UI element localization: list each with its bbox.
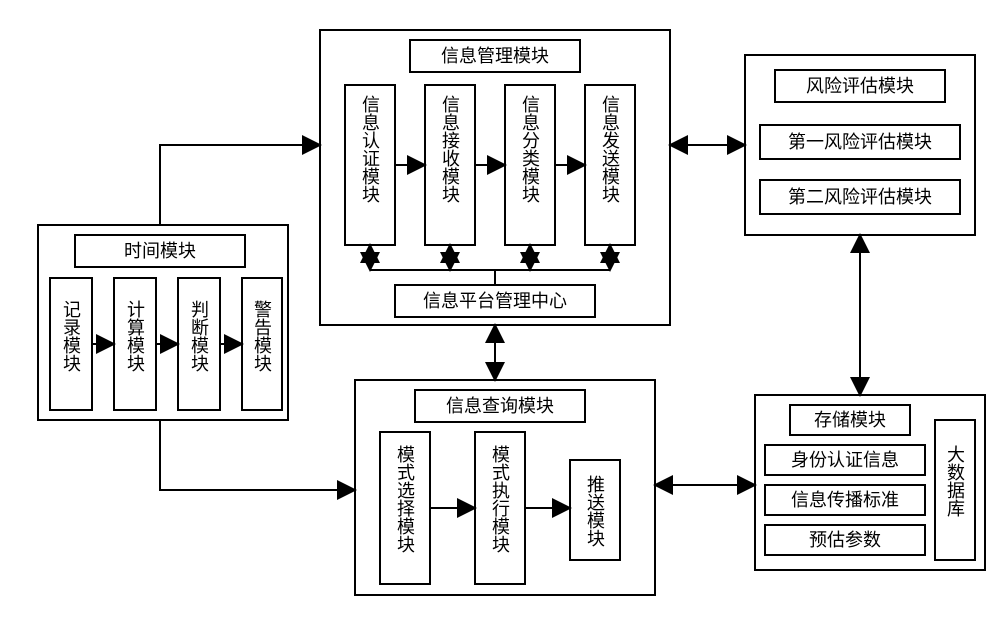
info-platform-center-label: 信息平台管理中心 <box>423 291 567 311</box>
risk-title: 风险评估模块 <box>806 76 914 96</box>
mode-exec-label: 模式执行模块 <box>490 445 510 553</box>
mode-select-label: 模式选择模块 <box>395 445 415 553</box>
query-title: 信息查询模块 <box>446 396 554 416</box>
storage-auth-label: 身份认证信息 <box>791 450 899 470</box>
info-recv-label: 信息接收模块 <box>440 95 460 203</box>
storage-std-label: 信息传播标准 <box>791 490 899 510</box>
storage-title: 存储模块 <box>814 410 886 430</box>
risk-sub1-label: 第一风险评估模块 <box>788 132 932 152</box>
time-title: 时间模块 <box>124 241 196 261</box>
time-calc-label: 计算模块 <box>125 300 145 372</box>
info-send-label: 信息发送模块 <box>600 95 620 203</box>
system-diagram: 信息管理模块 信息认证模块 信息接收模块 信息分类模块 信息发送模块 信息平台管… <box>0 0 1000 633</box>
time-record-label: 记录模块 <box>61 300 81 372</box>
push-module-label: 推送模块 <box>585 475 605 547</box>
info-class-label: 信息分类模块 <box>520 95 540 203</box>
info-auth-label: 信息认证模块 <box>360 95 380 203</box>
time-alert-label: 警告模块 <box>252 300 272 372</box>
storage-param-label: 预估参数 <box>809 530 881 550</box>
info-mgmt-title: 信息管理模块 <box>441 46 549 66</box>
risk-sub2-label: 第二风险评估模块 <box>788 187 932 207</box>
time-judge-label: 判断模块 <box>189 300 209 372</box>
big-db-label: 大数据库 <box>945 445 965 517</box>
